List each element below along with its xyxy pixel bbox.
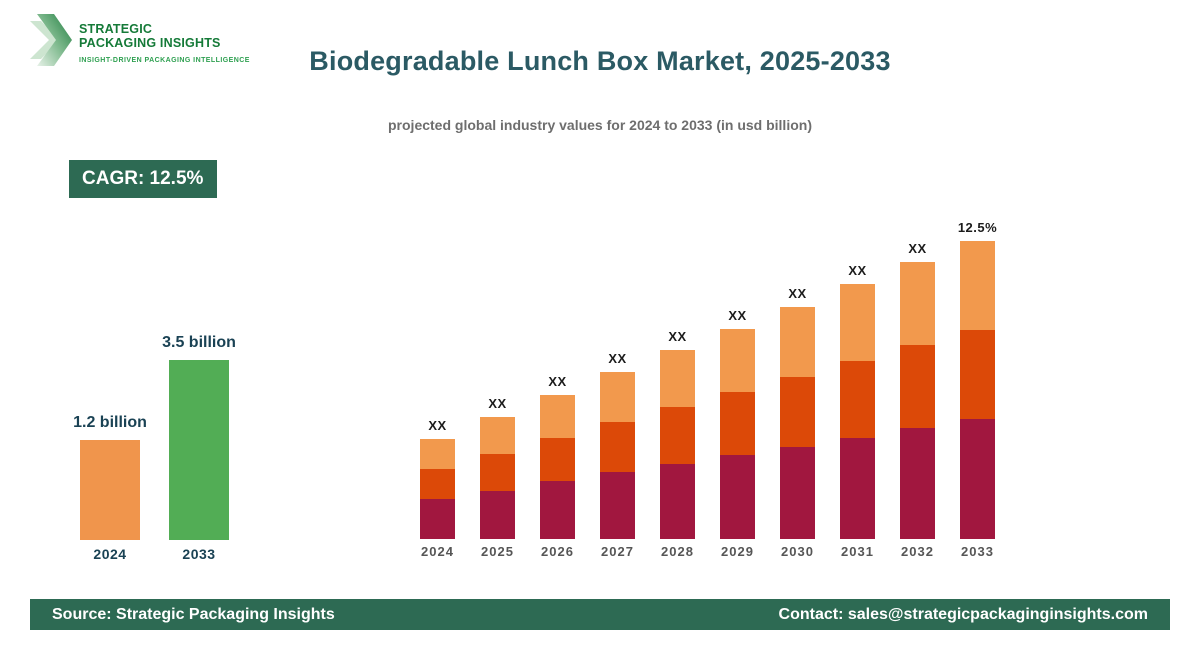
projection-bar-2024 <box>420 439 455 539</box>
projection-bar-2029 <box>720 329 755 539</box>
projection-column-2032: XX 2032 <box>900 241 935 559</box>
projection-bar-2026-segment-middle <box>540 438 575 481</box>
projection-axis-label-2031: 2031 <box>841 544 874 559</box>
projection-bar-2025-segment-bottom <box>480 491 515 539</box>
projection-bar-2024-segment-bottom <box>420 499 455 539</box>
projection-bar-2028-segment-top <box>660 350 695 407</box>
brand-tagline: INSIGHT-DRIVEN PACKAGING INTELLIGENCE <box>79 57 250 64</box>
projection-bar-2024-segment-top <box>420 439 455 469</box>
footer-bar: Source: Strategic Packaging Insights Con… <box>30 599 1170 630</box>
comparison-column-2024: 1.2 billion 2024 <box>73 414 147 562</box>
projection-column-2031: XX 2031 <box>840 263 875 559</box>
projection-bar-2029-segment-bottom <box>720 455 755 539</box>
projection-bar-2026-segment-top <box>540 395 575 438</box>
projection-axis-label-2032: 2032 <box>901 544 934 559</box>
projection-chart: XX 2024 XX 2025 XX 2026 XX 2027 XX 2028 XX 2029 XX 20… <box>420 199 998 559</box>
projection-bar-2032-segment-middle <box>900 345 935 428</box>
projection-bar-2031-segment-top <box>840 284 875 361</box>
projection-bar-2027-segment-middle <box>600 422 635 472</box>
projection-bar-2025-segment-top <box>480 417 515 454</box>
projection-bar-2026 <box>540 395 575 539</box>
brand-name-line1: STRATEGIC <box>79 22 153 36</box>
comparison-axis-label-2024: 2024 <box>93 546 127 562</box>
projection-bar-2031-segment-bottom <box>840 438 875 539</box>
brand-logo: STRATEGIC PACKAGING INSIGHTS INSIGHT-DRI… <box>30 14 250 66</box>
projection-value-label-2024: XX <box>428 418 447 433</box>
projection-value-label-2027: XX <box>608 351 627 366</box>
projection-value-label-2031: XX <box>848 263 867 278</box>
projection-bar-2028 <box>660 350 695 539</box>
projection-value-label-2030: XX <box>788 286 807 301</box>
projection-bar-2027 <box>600 372 635 539</box>
comparison-bar-2024 <box>80 440 140 540</box>
comparison-value-label-2024: 1.2 billion <box>73 414 147 431</box>
footer-source: Source: Strategic Packaging Insights <box>52 605 335 623</box>
projection-column-2024: XX 2024 <box>420 418 455 559</box>
projection-axis-label-2026: 2026 <box>541 544 574 559</box>
comparison-column-2033: 3.5 billion 2033 <box>162 334 236 562</box>
projection-bar-2030 <box>780 307 815 539</box>
projection-column-2030: XX 2030 <box>780 286 815 559</box>
comparison-chart: 1.2 billion 2024 3.5 billion 2033 <box>73 317 236 562</box>
projection-axis-label-2025: 2025 <box>481 544 514 559</box>
projection-column-2025: XX 2025 <box>480 396 515 559</box>
projection-bar-2033 <box>960 241 995 539</box>
projection-axis-label-2033: 2033 <box>961 544 994 559</box>
projection-column-2033: 12.5% 2033 <box>957 220 998 559</box>
brand-name-line2: PACKAGING INSIGHTS <box>79 35 221 50</box>
projection-value-label-2029: XX <box>728 308 747 323</box>
page-title: Biodegradable Lunch Box Market, 2025-203… <box>309 46 891 76</box>
projection-bar-2031-segment-middle <box>840 361 875 438</box>
projection-bar-2033-segment-middle <box>960 330 995 419</box>
projection-bar-2031 <box>840 284 875 539</box>
projection-column-2027: XX 2027 <box>600 351 635 559</box>
projection-axis-label-2030: 2030 <box>781 544 814 559</box>
brand-text: STRATEGIC PACKAGING INSIGHTS INSIGHT-DRI… <box>79 14 250 66</box>
projection-bar-2029-segment-middle <box>720 392 755 455</box>
projection-column-2026: XX 2026 <box>540 374 575 559</box>
projection-axis-label-2029: 2029 <box>721 544 754 559</box>
comparison-bar-2033 <box>169 360 229 540</box>
projection-axis-label-2027: 2027 <box>601 544 634 559</box>
projection-bar-2025 <box>480 417 515 539</box>
projection-bar-2028-segment-bottom <box>660 464 695 539</box>
projection-bar-2027-segment-bottom <box>600 472 635 539</box>
projection-value-label-2028: XX <box>668 329 687 344</box>
comparison-axis-label-2033: 2033 <box>182 546 216 562</box>
projection-bar-2033-segment-bottom <box>960 419 995 539</box>
projection-bar-2030-segment-middle <box>780 377 815 447</box>
chart-subtitle: projected global industry values for 202… <box>388 117 812 133</box>
projection-bar-2029-segment-top <box>720 329 755 392</box>
brand-chevron-icon <box>30 14 72 66</box>
footer-contact: Contact: sales@strategicpackaginginsight… <box>778 605 1148 623</box>
comparison-value-label-2033: 3.5 billion <box>162 334 236 351</box>
projection-bar-2024-segment-middle <box>420 469 455 499</box>
projection-bar-2026-segment-bottom <box>540 481 575 539</box>
projection-bar-2030-segment-top <box>780 307 815 377</box>
cagr-badge: CAGR: 12.5% <box>69 160 218 198</box>
projection-axis-label-2024: 2024 <box>421 544 454 559</box>
projection-bar-2032-segment-top <box>900 262 935 345</box>
projection-bar-2025-segment-middle <box>480 454 515 491</box>
projection-column-2029: XX 2029 <box>720 308 755 559</box>
projection-bar-2030-segment-bottom <box>780 447 815 539</box>
projection-value-label-2033: 12.5% <box>957 220 998 235</box>
projection-axis-label-2028: 2028 <box>661 544 694 559</box>
projection-bar-2028-segment-middle <box>660 407 695 464</box>
projection-bar-2032-segment-bottom <box>900 428 935 539</box>
projection-value-label-2032: XX <box>908 241 927 256</box>
projection-column-2028: XX 2028 <box>660 329 695 559</box>
projection-value-label-2025: XX <box>488 396 507 411</box>
projection-bar-2032 <box>900 262 935 539</box>
projection-bar-2027-segment-top <box>600 372 635 422</box>
projection-value-label-2026: XX <box>548 374 567 389</box>
projection-bar-2033-segment-top <box>960 241 995 330</box>
